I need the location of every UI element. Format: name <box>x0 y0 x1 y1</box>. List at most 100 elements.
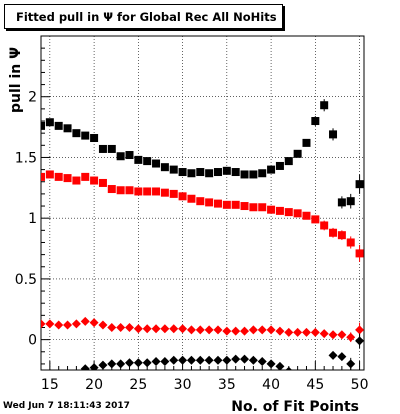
data-point <box>133 324 143 334</box>
x-tick-label: 50 <box>351 377 369 393</box>
data-point <box>302 211 311 220</box>
data-point <box>301 327 311 337</box>
data-point <box>125 151 134 160</box>
chart-title-box: Fitted pull in Ψ for Global Rec All NoHi… <box>4 4 283 29</box>
data-point <box>196 197 205 206</box>
data-point <box>231 354 241 364</box>
data-point <box>134 155 143 164</box>
x-tick-label: 20 <box>85 377 103 393</box>
data-point <box>54 121 63 130</box>
data-point <box>45 170 54 179</box>
x-tick-label: 25 <box>129 377 147 393</box>
x-tick-label: 30 <box>174 377 192 393</box>
data-point <box>116 152 125 161</box>
data-point <box>90 134 99 143</box>
chart-title: Fitted pull in Ψ for Global Rec All NoHi… <box>16 9 277 24</box>
data-point <box>355 180 364 189</box>
data-point <box>231 200 240 209</box>
data-point <box>302 138 311 147</box>
data-point <box>125 186 134 195</box>
data-point <box>169 165 178 174</box>
data-point <box>107 185 116 194</box>
data-point <box>160 356 170 366</box>
data-point <box>275 161 284 170</box>
series-3 <box>41 316 364 343</box>
data-point <box>71 319 81 329</box>
data-point <box>134 187 143 196</box>
data-point <box>337 231 346 240</box>
data-point <box>275 206 284 215</box>
data-point <box>275 361 285 370</box>
data-point <box>346 197 355 206</box>
data-point <box>152 159 161 168</box>
data-point <box>107 359 117 369</box>
data-point <box>169 324 179 334</box>
data-point <box>258 169 267 178</box>
data-point <box>89 318 99 328</box>
y-tick-label: 2 <box>28 90 37 106</box>
x-axis-label: No. of Fit Points <box>231 399 359 414</box>
data-point <box>195 325 205 335</box>
data-point <box>222 355 232 365</box>
data-point <box>107 322 117 332</box>
data-point <box>41 121 45 130</box>
data-point <box>213 168 222 177</box>
data-point <box>124 358 134 368</box>
data-point <box>213 199 222 208</box>
data-point <box>293 149 302 158</box>
data-point <box>355 249 364 258</box>
data-point <box>346 238 355 247</box>
data-point <box>328 350 338 360</box>
data-point <box>296 369 299 370</box>
data-point <box>231 326 241 336</box>
x-tick-label: 35 <box>218 377 236 393</box>
data-point <box>204 355 214 365</box>
data-point <box>267 205 276 214</box>
y-tick-label: 0.5 <box>15 272 37 288</box>
data-point <box>41 319 46 329</box>
series-2 <box>41 170 364 262</box>
data-point <box>98 144 107 153</box>
data-point <box>205 169 214 178</box>
data-point <box>329 130 338 139</box>
data-point <box>284 157 293 166</box>
data-point <box>81 131 90 140</box>
y-axis-label: pull in Ψ <box>8 47 24 113</box>
data-point <box>178 355 188 365</box>
data-point <box>151 356 161 366</box>
data-point <box>284 327 294 337</box>
data-point <box>222 326 232 336</box>
data-point <box>257 325 267 335</box>
data-point <box>231 168 240 177</box>
data-point <box>142 324 152 334</box>
data-point <box>240 202 249 211</box>
data-point <box>187 169 196 178</box>
data-point <box>89 363 99 370</box>
data-point <box>320 101 329 110</box>
data-point <box>213 325 223 335</box>
data-point <box>178 192 187 201</box>
data-point <box>54 172 63 181</box>
data-point <box>310 327 320 337</box>
data-point <box>337 330 347 340</box>
series-layer <box>41 99 364 370</box>
data-point <box>311 117 320 126</box>
data-point <box>196 168 205 177</box>
data-point <box>81 172 90 181</box>
data-point <box>249 203 258 212</box>
y-tick-label: 0 <box>28 333 37 349</box>
data-point <box>63 124 72 133</box>
data-point <box>266 325 276 335</box>
timestamp: Wed Jun 7 18:11:43 2017 <box>3 401 130 411</box>
data-point <box>346 359 356 369</box>
data-point <box>98 320 108 330</box>
data-point <box>266 359 276 369</box>
data-point <box>169 189 178 198</box>
data-point <box>319 329 329 339</box>
x-tick-label: 40 <box>262 377 280 393</box>
data-point <box>240 170 249 179</box>
data-point <box>195 355 205 365</box>
data-point <box>293 327 303 337</box>
